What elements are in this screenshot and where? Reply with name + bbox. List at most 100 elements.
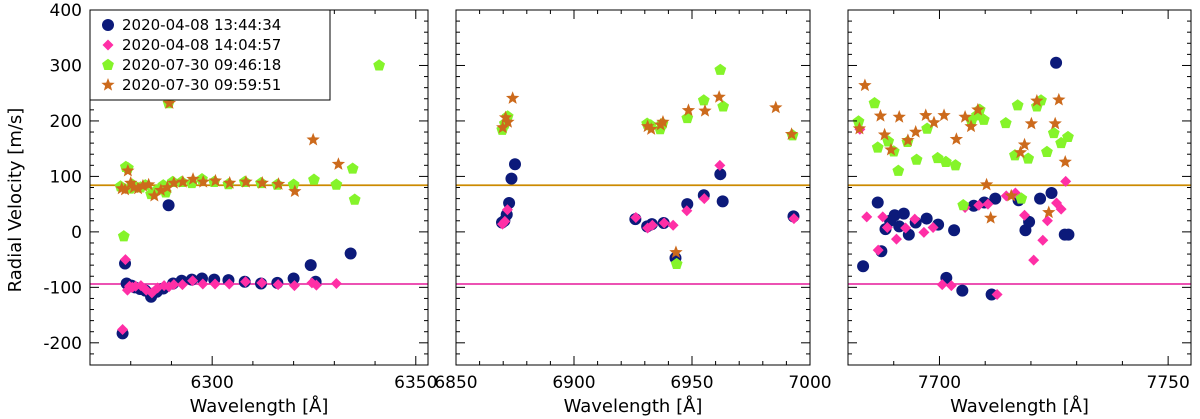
- data-point: [936, 279, 948, 291]
- legend-entry: 2020-04-08 14:04:57: [122, 36, 281, 54]
- data-point: [909, 125, 923, 138]
- data-point: [117, 230, 130, 242]
- data-point: [1024, 116, 1039, 130]
- data-point: [1022, 152, 1035, 164]
- data-point: [1015, 192, 1028, 204]
- data-point: [897, 207, 910, 220]
- plot-frame: [455, 9, 811, 366]
- data-point: [1062, 228, 1075, 241]
- data-point: [877, 127, 892, 141]
- data-point: [255, 176, 269, 189]
- data-point: [939, 155, 952, 167]
- data-point: [1055, 203, 1067, 215]
- series-4: [496, 90, 799, 259]
- data-point: [147, 188, 161, 202]
- data-point: [630, 211, 642, 223]
- data-point: [1011, 99, 1024, 111]
- data-point: [920, 212, 933, 225]
- data-point: [888, 209, 901, 222]
- data-point: [945, 280, 957, 292]
- data-point: [658, 217, 670, 229]
- series-1: [116, 199, 357, 340]
- data-point: [669, 245, 683, 259]
- series-2: [117, 254, 342, 335]
- legend-marker: [102, 19, 114, 31]
- data-point: [160, 180, 175, 194]
- y-tick-label: 200: [50, 112, 82, 132]
- data-point: [1013, 145, 1028, 159]
- data-point: [287, 272, 300, 285]
- x-tick-label: 6350: [394, 373, 437, 393]
- y-tick-label: 400: [50, 1, 82, 21]
- x-tick-label: 7700: [918, 373, 961, 393]
- data-point: [239, 174, 253, 188]
- legend-marker: [102, 58, 114, 71]
- series-2: [854, 123, 1072, 301]
- data-point: [288, 280, 300, 292]
- legend-entry: 2020-07-30 09:59:51: [122, 76, 281, 94]
- data-point: [784, 127, 799, 140]
- y-tick-label: 0: [71, 223, 82, 243]
- data-point: [505, 91, 520, 104]
- data-point: [1017, 137, 1032, 151]
- data-point: [884, 142, 898, 156]
- data-point: [910, 153, 923, 165]
- data-point: [330, 277, 342, 289]
- data-point: [949, 132, 964, 145]
- data-point: [681, 103, 696, 117]
- x-tick-label: 7750: [1147, 373, 1190, 393]
- x-axis-label: Wavelength [Å]: [190, 395, 329, 417]
- plot-frame: [847, 9, 1192, 366]
- legend-marker: [101, 78, 115, 91]
- legend: 2020-04-08 13:44:34 2020-04-08 14:04:57 20…: [89, 9, 331, 101]
- data-point: [505, 172, 518, 185]
- data-point: [223, 278, 235, 290]
- data-point: [681, 198, 694, 211]
- x-tick-label: 6850: [434, 373, 477, 393]
- data-point: [958, 110, 972, 123]
- data-point: [921, 122, 934, 134]
- data-point: [964, 119, 978, 133]
- data-point: [956, 284, 969, 297]
- data-point: [344, 247, 357, 260]
- data-point: [769, 100, 783, 114]
- data-point: [858, 78, 872, 92]
- data-point: [644, 122, 658, 135]
- data-point: [118, 182, 132, 196]
- y-tick-label: 300: [50, 56, 82, 76]
- data-point: [187, 275, 199, 287]
- data-point: [124, 176, 138, 189]
- data-point: [982, 198, 994, 210]
- data-point: [136, 178, 150, 192]
- data-point: [331, 157, 346, 170]
- legend-frame: [89, 9, 331, 101]
- data-point: [1062, 130, 1074, 143]
- data-point: [890, 233, 902, 245]
- y-axis-label: Radial Velocity [m/s]: [5, 108, 26, 293]
- data-point: [852, 115, 865, 127]
- data-point: [857, 260, 870, 273]
- data-point: [949, 159, 962, 171]
- data-point: [714, 63, 727, 75]
- data-point: [948, 224, 961, 237]
- data-point: [330, 178, 343, 190]
- data-point: [141, 177, 156, 191]
- panels: -200 -100 0 100 200 300 400 6300 6350 Wavelength …: [43, 1, 1192, 417]
- data-point: [957, 199, 970, 211]
- data-point: [509, 158, 521, 171]
- data-point: [640, 119, 655, 133]
- data-points: [114, 59, 386, 340]
- data-point: [197, 278, 209, 290]
- data-points: [852, 56, 1075, 301]
- data-point: [646, 219, 658, 231]
- data-point: [892, 110, 906, 123]
- panel-2: 6850 6900 6950 7000 Wavelength [Å]: [434, 9, 832, 417]
- data-point: [670, 257, 683, 270]
- series-4: [115, 96, 346, 202]
- data-point: [698, 193, 710, 205]
- data-point: [1050, 56, 1063, 69]
- data-point: [272, 279, 284, 291]
- data-point: [308, 173, 320, 185]
- legend-entry: 2020-04-08 13:44:34: [122, 16, 281, 34]
